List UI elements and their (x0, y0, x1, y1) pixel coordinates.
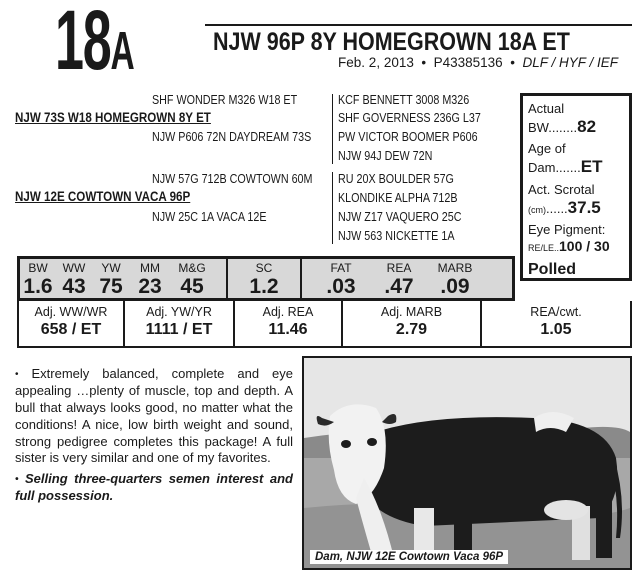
pedigree-dam: NJW 12E COWTOWN VACA 96P (15, 189, 191, 204)
pedigree-sire-dam: NJW P606 72N DAYDREAM 73S (152, 130, 312, 144)
epd-yw: YW 75 (99, 261, 123, 298)
adj-marb: Adj. MARB 2.79 (343, 301, 482, 348)
pedigree-dam-sire: NJW 57G 712B COWTOWN 60M (152, 172, 313, 186)
pedigree-dam-dam-dam: NJW 563 NICKETTE 1A (338, 229, 455, 243)
animal-name: NJW 96P 8Y HOMEGROWN 18A ET (213, 28, 570, 56)
pedigree-sire-sire-dam: SHF GOVERNESS 236G L37 (338, 111, 481, 125)
registration-number: P43385136 (433, 55, 503, 70)
epd-rea: REA .47 (384, 261, 414, 298)
pedigree-dam-dam: NJW 25C 1A VACA 12E (152, 210, 267, 224)
actual-birth-weight: Actual BW........82 (528, 101, 597, 136)
lot-number: 18A (55, 0, 135, 82)
pedigree-bracket-top (332, 94, 333, 164)
epd-divider (300, 259, 302, 298)
lot-number-suffix: A (110, 21, 134, 81)
lot-description: • Extremely balanced, complete and eye a… (15, 366, 293, 505)
genetic-codes: DLF / HYF / IEF (522, 55, 618, 70)
birth-date: Feb. 2, 2013 (338, 55, 414, 70)
pedigree-bracket-bottom (332, 172, 333, 244)
pedigree-sire-sire-sire: KCF BENNETT 3008 M326 (338, 93, 470, 107)
actual-scrotal: Act. Scrotal (cm)......37.5 (528, 181, 601, 217)
epd-divider (226, 259, 228, 298)
pedigree-dam-sire-sire: RU 20X BOULDER 57G (338, 172, 454, 186)
actual-scrotal-value: 37.5 (567, 197, 601, 217)
photo-caption: Dam, NJW 12E Cowtown Vaca 96P (310, 550, 509, 564)
eye-pigment: Eye Pigment: RE/LE..100 / 30 (528, 222, 610, 255)
pedigree-sire-dam-sire: PW VICTOR BOOMER P606 (338, 130, 478, 144)
animal-subline: Feb. 2, 2013 • P43385136 • DLF / HYF / I… (205, 55, 618, 70)
polled-status: Polled (528, 261, 577, 279)
epd-ww: WW 43 (62, 261, 86, 298)
adj-rea: Adj. REA 11.46 (235, 301, 343, 348)
age-of-dam-value: ET (580, 157, 603, 177)
epd-sc: SC 1.2 (249, 261, 279, 298)
adj-ww-wr: Adj. WW/WR 658 / ET (17, 301, 125, 348)
selling-terms: • Selling three-quarters semen interest … (15, 471, 293, 504)
age-of-dam: Age of Dam.......ET (528, 141, 603, 177)
bullet-icon: • (15, 369, 19, 380)
epd-table: BW 1.6 WW 43 YW 75 MM 23 M&G 45 SC 1.2 FAT .03 … (17, 256, 515, 301)
pedigree-sire: NJW 73S W18 HOMEGROWN 8Y ET (15, 110, 211, 125)
separator-bullet: • (421, 55, 427, 70)
epd-bw: BW 1.6 (23, 261, 53, 298)
performance-stats-box: Actual BW........82 Age of Dam.......ET … (520, 93, 632, 281)
lot-number-digits: 18 (55, 0, 112, 87)
pedigree-sire-dam-dam: NJW 94J DEW 72N (338, 149, 433, 163)
pedigree-dam-sire-dam: KLONDIKE ALPHA 712B (338, 191, 458, 205)
separator-bullet: • (510, 55, 515, 70)
pedigree-dam-dam-sire: NJW Z17 VAQUERO 25C (338, 210, 462, 224)
eye-pigment-value: 100 / 30 (559, 238, 610, 255)
adj-yw-yr: Adj. YW/YR 1111 / ET (125, 301, 235, 348)
animal-header: NJW 96P 8Y HOMEGROWN 18A ET Feb. 2, 2013… (205, 24, 632, 70)
description-paragraph: • Extremely balanced, complete and eye a… (15, 366, 293, 466)
rea-per-cwt: REA/cwt. 1.05 (482, 301, 632, 348)
actual-birth-weight-value: 82 (577, 116, 597, 136)
adjusted-measures-table: Adj. WW/WR 658 / ET Adj. YW/YR 1111 / ET A… (17, 301, 632, 348)
cow-illustration (304, 358, 630, 568)
epd-fat: FAT .03 (326, 261, 356, 298)
bullet-icon: • (15, 474, 19, 486)
epd-mg: M&G 45 (178, 261, 206, 298)
epd-mm: MM 23 (138, 261, 162, 298)
epd-marb: MARB .09 (437, 261, 473, 298)
pedigree-sire-sire: SHF WONDER M326 W18 ET (152, 93, 298, 107)
dam-photo: Dam, NJW 12E Cowtown Vaca 96P (302, 356, 632, 570)
